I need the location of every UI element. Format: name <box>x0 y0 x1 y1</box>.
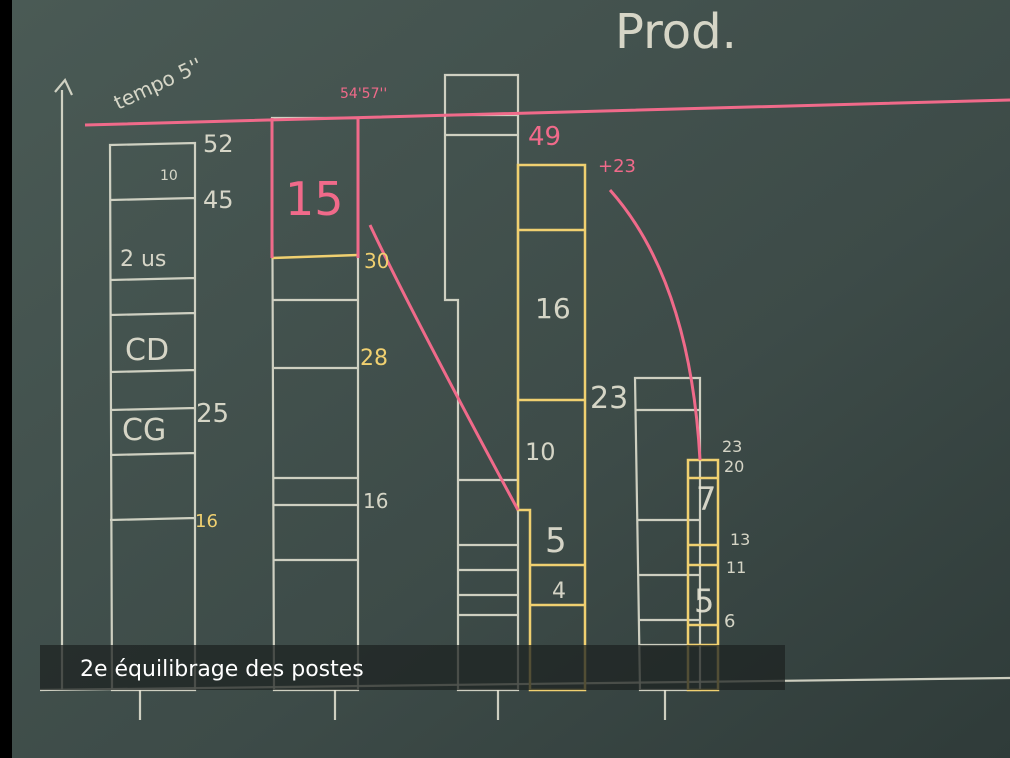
label: 52 <box>203 130 234 158</box>
label: 25 <box>196 399 229 429</box>
label: 2 us <box>120 247 166 272</box>
label: CG <box>122 413 166 448</box>
label: 11 <box>726 558 746 577</box>
label: 6 <box>724 611 735 632</box>
label: 28 <box>360 346 388 371</box>
label: 30 <box>364 249 389 273</box>
label: 10 <box>525 438 556 466</box>
label: 15 <box>285 172 344 226</box>
label: 10 <box>160 168 178 184</box>
caption-bar <box>40 645 785 690</box>
chalk-labels: Prod. tempo 5'' 52 45 10 2 us CD CG 25 1… <box>110 4 750 632</box>
chalkboard <box>10 0 1010 758</box>
label: +23 <box>598 156 636 177</box>
heading: Prod. <box>615 4 737 60</box>
label: 23 <box>590 381 628 416</box>
label: 5 <box>694 582 714 620</box>
label: 49 <box>528 122 561 152</box>
label: CD <box>125 333 169 368</box>
label: 4 <box>552 579 566 604</box>
label: 20 <box>724 457 744 476</box>
label: 54'57'' <box>340 86 387 102</box>
label: 7 <box>696 480 716 518</box>
label: 16 <box>535 292 571 325</box>
label: 16 <box>363 489 388 513</box>
label: 45 <box>203 186 234 214</box>
label: 16 <box>195 511 218 532</box>
caption: 2e équilibrage des postes <box>80 657 364 682</box>
label: 23 <box>722 437 742 456</box>
label: 5 <box>545 521 567 561</box>
left-edge <box>0 0 12 758</box>
label: 13 <box>730 530 750 549</box>
